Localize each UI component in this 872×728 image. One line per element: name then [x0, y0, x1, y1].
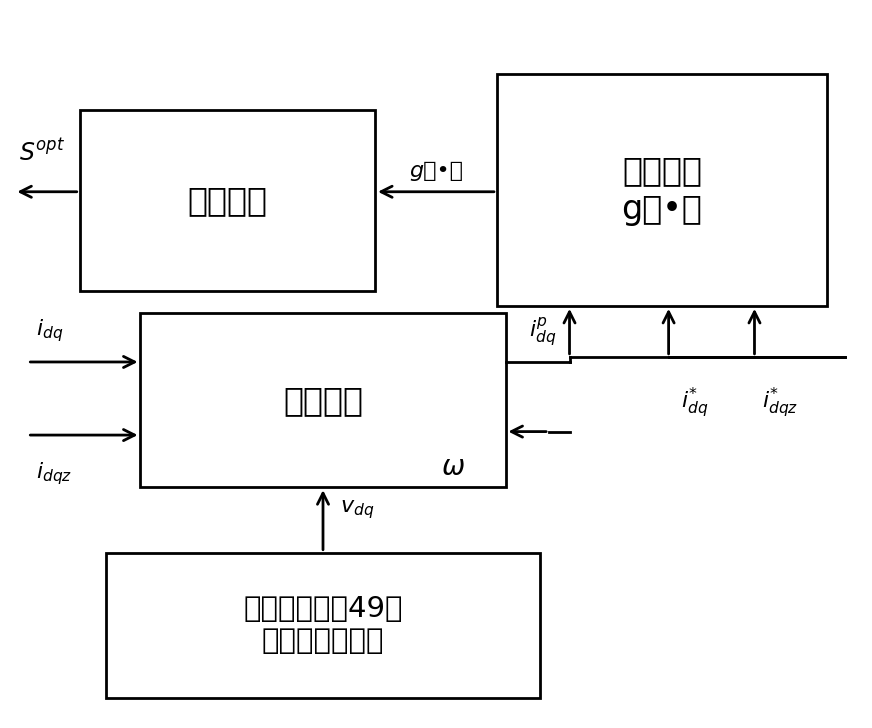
- Bar: [106, 553, 541, 697]
- Text: 代价函数
g（•）: 代价函数 g（•）: [622, 154, 703, 226]
- Text: $i_{dq}^{p}$: $i_{dq}^{p}$: [529, 315, 556, 349]
- Bar: [140, 313, 506, 487]
- Text: $i_{dqz}$: $i_{dqz}$: [36, 460, 72, 487]
- Bar: [497, 74, 828, 306]
- Text: $v_{dq}$: $v_{dq}$: [340, 498, 375, 521]
- Text: $i_{dq}^{*}$: $i_{dq}^{*}$: [681, 386, 708, 420]
- Text: $S^{opt}$: $S^{opt}$: [19, 140, 65, 167]
- Bar: [79, 110, 375, 291]
- Text: 最小代价: 最小代价: [187, 184, 268, 218]
- Text: 预测模型: 预测模型: [283, 384, 363, 416]
- Text: $\omega$: $\omega$: [441, 454, 466, 481]
- Text: $i_{dqz}^{*}$: $i_{dqz}^{*}$: [762, 386, 799, 420]
- Text: 控制集（包含49个
独立电压矢量）: 控制集（包含49个 独立电压矢量）: [243, 595, 403, 655]
- Text: $i_{dq}$: $i_{dq}$: [36, 317, 64, 344]
- Text: g（•）: g（•）: [409, 161, 463, 181]
